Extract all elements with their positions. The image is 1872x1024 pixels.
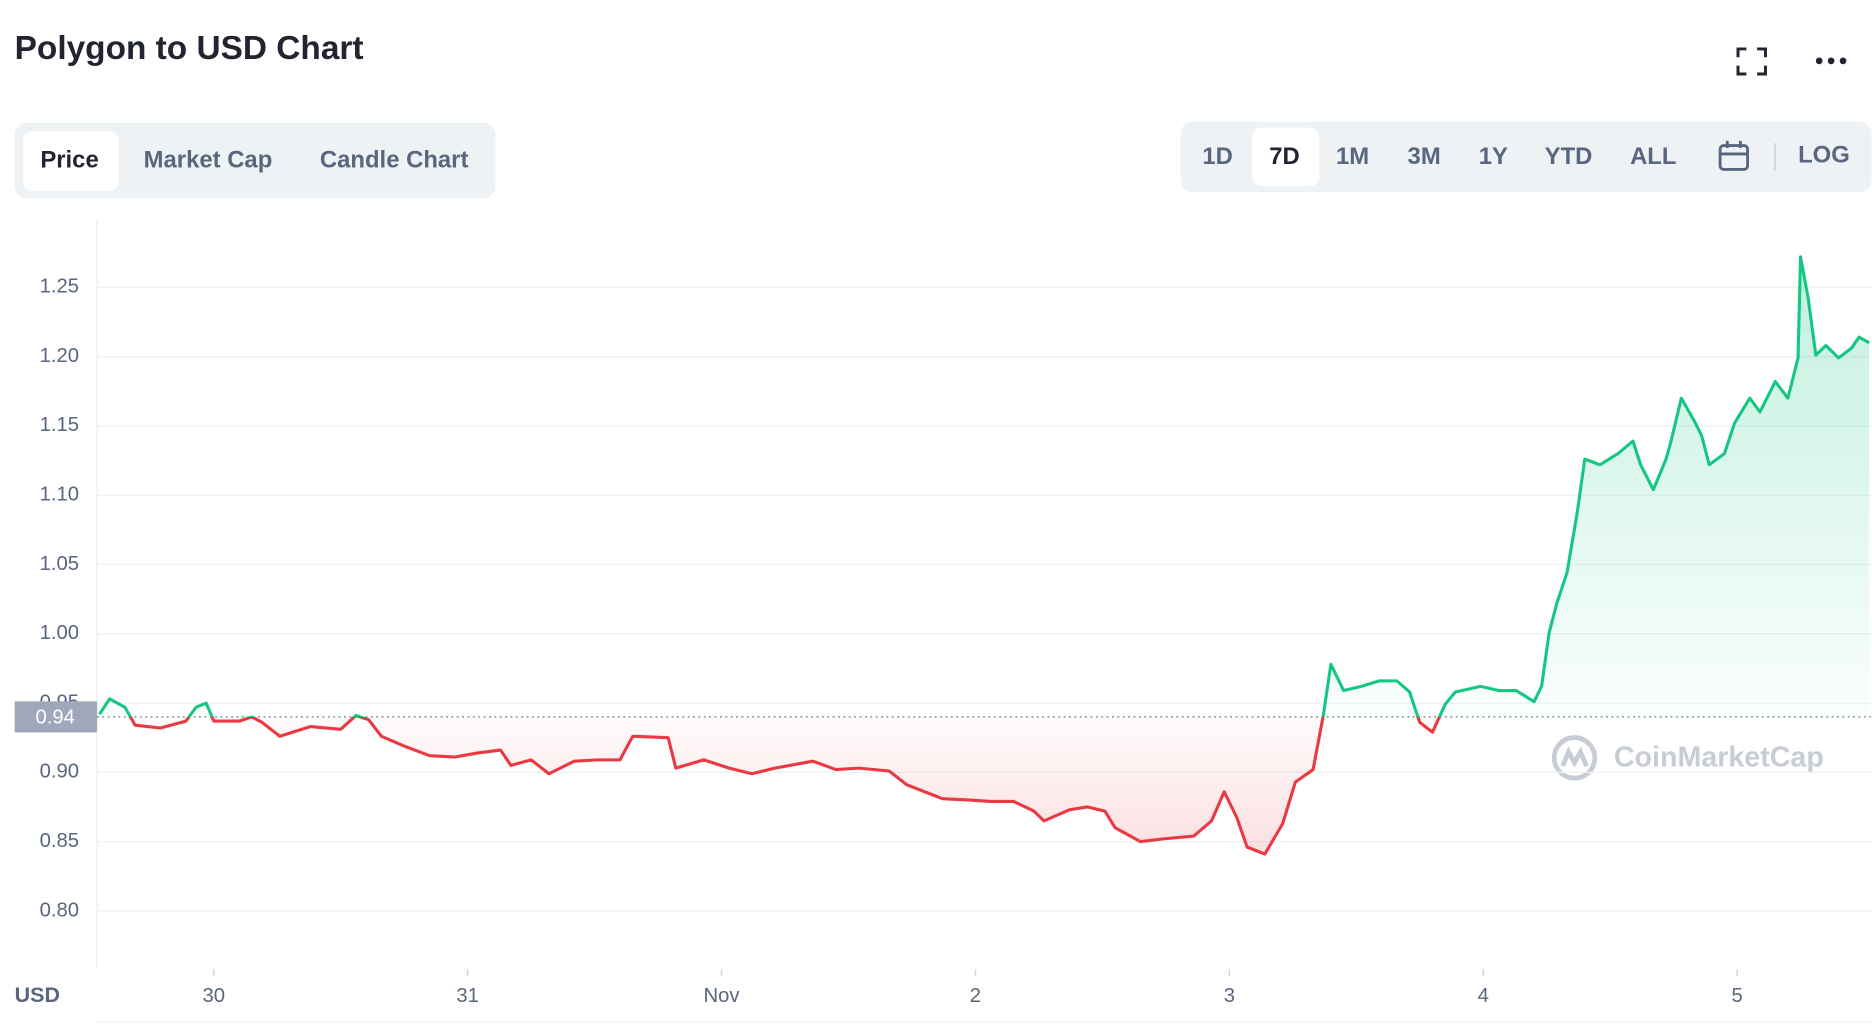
range-button[interactable]: YTD [1545,143,1593,170]
x-tick-label: 3 [1224,985,1235,1007]
y-tick-label: 1.15 [40,414,79,436]
x-tick-label: 5 [1731,985,1742,1007]
more-button[interactable] [1815,57,1847,65]
baseline-label-bg [14,701,97,733]
active-range [1252,127,1320,187]
watermark: CoinMarketCap [1614,742,1824,774]
x-tick-label: Nov [704,985,741,1007]
range-button[interactable]: 1M [1336,143,1369,170]
y-tick-label: 1.05 [40,553,79,575]
chart-title: Polygon to USD Chart [15,30,364,67]
y-axis-unit: USD [15,983,60,1007]
price-line [98,255,1870,856]
tab-group [14,122,496,199]
tab[interactable]: Candle Chart [320,146,469,173]
x-tick-label: 30 [203,985,226,1007]
tab[interactable]: Market Cap [144,146,273,173]
range-button[interactable]: ALL [1630,143,1676,170]
range-group [1180,121,1872,193]
y-tick-label: 0.80 [40,899,79,921]
range-button[interactable]: 3M [1408,143,1441,170]
y-tick-label: 1.20 [40,345,79,367]
y-tick-label: 0.85 [40,830,79,852]
active-tab [22,131,119,191]
y-tick-label: 1.00 [40,622,79,644]
price-area [99,256,1870,855]
y-tick-label: 1.25 [40,276,79,298]
range-button[interactable]: 7D [1269,143,1300,170]
calendar-button[interactable] [1718,140,1749,171]
tab[interactable]: Price [40,146,98,173]
y-tick-label: 0.90 [40,761,79,783]
log-toggle[interactable]: LOG [1798,142,1850,169]
x-tick-label: 31 [456,985,479,1007]
baseline-label: 0.94 [35,706,74,728]
range-button[interactable]: 1Y [1479,143,1508,170]
range-button[interactable]: 1D [1202,143,1233,170]
y-tick-label: 1.10 [40,484,79,506]
x-tick-label: 4 [1478,985,1489,1007]
watermark-logo [1551,735,1598,781]
fullscreen-button[interactable] [1736,47,1767,76]
x-tick-label: 2 [970,985,981,1007]
